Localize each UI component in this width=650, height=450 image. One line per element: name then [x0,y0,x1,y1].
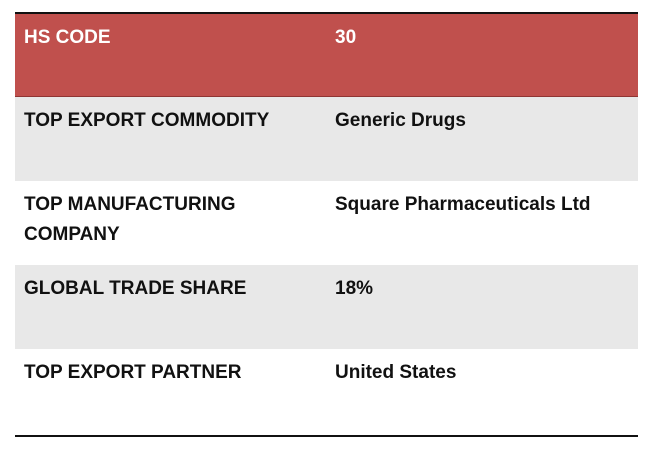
header-value-cell: 30 [335,27,357,48]
header-key-cell: HS CODE [24,27,111,48]
table-row-global-trade-share: GLOBAL TRADE SHARE 18% [15,265,638,349]
table-row-manufacturing-company: TOP MANUFACTURING COMPANY Square Pharmac… [15,181,638,265]
trade-info-table: HS CODE 30 TOP EXPORT COMMODITY Generic … [15,12,638,437]
table-row-export-partner: TOP EXPORT PARTNER United States [15,349,638,435]
table-row-export-commodity: TOP EXPORT COMMODITY Generic Drugs [15,97,638,181]
row-key-cell: GLOBAL TRADE SHARE [24,278,247,299]
row-value-cell: Square Pharmaceuticals Ltd [335,194,591,215]
row-value-cell: United States [335,362,457,383]
row-value-cell: Generic Drugs [335,110,466,131]
row-key-cell: TOP EXPORT PARTNER [24,362,242,383]
row-value-cell: 18% [335,278,374,299]
table-header-row: HS CODE 30 [15,14,638,97]
row-key-cell: TOP EXPORT COMMODITY [24,110,270,131]
row-key-cell: TOP MANUFACTURING COMPANY [24,194,236,245]
